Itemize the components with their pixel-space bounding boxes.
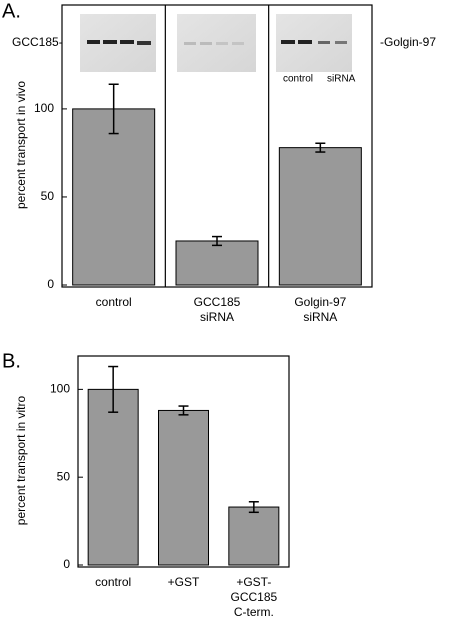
bar <box>278 147 362 286</box>
blot-label: GCC185- <box>12 35 63 49</box>
x-tick-label: Golgin-97 siRNA <box>294 295 346 324</box>
panel-label: A. <box>2 0 21 22</box>
y-tick-label: 50 <box>41 189 55 203</box>
x-tick-label: control <box>95 575 131 589</box>
blot-lane-label: siRNA <box>327 74 356 85</box>
y-tick-label: 0 <box>63 557 70 571</box>
bar <box>87 388 139 566</box>
y-tick-label: 50 <box>57 469 71 483</box>
western-blot <box>80 14 352 72</box>
x-tick-label: GCC185 siRNA <box>194 295 241 324</box>
error-bar <box>248 501 259 514</box>
blot-lane-label: control <box>283 74 313 85</box>
bar <box>158 409 209 566</box>
y-tick-label: 100 <box>34 101 54 115</box>
bar <box>175 240 259 286</box>
y-tick-label: 0 <box>47 277 54 291</box>
y-axis-label: percent transport in vitro <box>14 395 28 525</box>
bar <box>72 108 156 286</box>
error-bar <box>212 235 222 247</box>
panel-label: B. <box>2 350 21 372</box>
error-bar <box>315 142 326 153</box>
plot-frame <box>77 355 290 568</box>
blot-label: -Golgin-97 <box>380 35 436 49</box>
plot-frame <box>61 4 373 288</box>
y-axis-label: percent transport in vivo <box>14 81 28 209</box>
bar <box>228 506 280 566</box>
error-bar <box>108 365 119 413</box>
x-tick-label: control <box>96 295 132 309</box>
error-bar <box>178 405 189 416</box>
y-tick-label: 100 <box>50 382 70 396</box>
x-tick-label: +GST-GCC185 C-term. <box>230 575 277 619</box>
x-tick-label: +GST <box>168 575 200 589</box>
error-bar <box>108 83 119 135</box>
